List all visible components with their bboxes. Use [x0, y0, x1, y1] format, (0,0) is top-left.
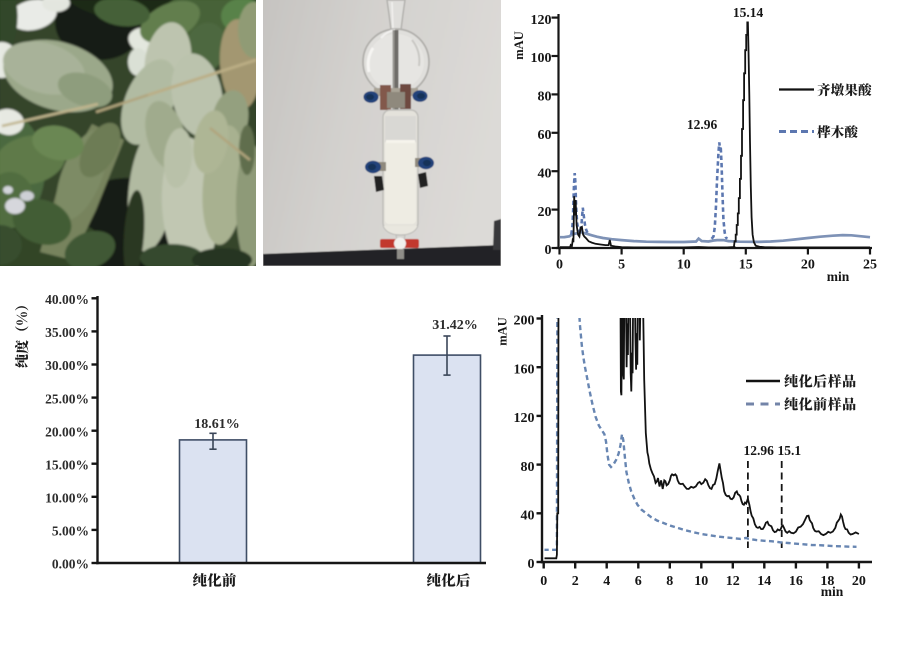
svg-text:12.96: 12.96	[687, 117, 718, 132]
svg-text:12.96: 12.96	[744, 443, 775, 458]
svg-text:120: 120	[531, 13, 552, 28]
svg-text:14: 14	[757, 574, 771, 589]
svg-text:80: 80	[538, 90, 552, 105]
svg-text:10: 10	[694, 574, 708, 589]
svg-text:80: 80	[521, 460, 535, 475]
svg-text:18.61%: 18.61%	[194, 417, 240, 432]
svg-text:0: 0	[528, 557, 535, 572]
svg-text:40.00%: 40.00%	[45, 292, 89, 307]
svg-text:20: 20	[538, 205, 552, 220]
svg-text:0: 0	[540, 574, 547, 589]
svg-text:20: 20	[852, 574, 866, 589]
svg-text:mAU: mAU	[496, 317, 510, 345]
svg-text:35.00%: 35.00%	[45, 325, 89, 340]
svg-text:120: 120	[514, 411, 535, 426]
svg-text:30.00%: 30.00%	[45, 358, 89, 373]
svg-text:20: 20	[801, 258, 815, 273]
svg-text:18: 18	[820, 574, 834, 589]
svg-text:10: 10	[677, 258, 691, 273]
svg-text:20.00%: 20.00%	[45, 424, 89, 439]
svg-text:16: 16	[789, 574, 803, 589]
svg-text:25.00%: 25.00%	[45, 391, 89, 406]
svg-text:40: 40	[538, 166, 552, 181]
svg-text:160: 160	[514, 362, 535, 377]
svg-text:4: 4	[603, 574, 610, 589]
svg-text:5.00%: 5.00%	[52, 524, 89, 539]
svg-text:min: min	[821, 584, 844, 599]
svg-text:15: 15	[739, 258, 753, 273]
svg-text:12: 12	[726, 574, 740, 589]
svg-text:40: 40	[521, 509, 535, 524]
svg-text:min: min	[827, 269, 850, 284]
svg-text:mAU: mAU	[512, 31, 526, 59]
svg-text:5: 5	[618, 258, 625, 273]
svg-text:15.1: 15.1	[778, 443, 802, 458]
svg-text:0.00%: 0.00%	[52, 557, 89, 572]
svg-text:0: 0	[556, 258, 563, 273]
svg-text:8: 8	[666, 574, 673, 589]
svg-text:0: 0	[545, 243, 552, 258]
svg-text:25: 25	[863, 258, 877, 273]
svg-text:10.00%: 10.00%	[45, 491, 89, 506]
svg-text:2: 2	[572, 574, 579, 589]
svg-text:31.42%: 31.42%	[432, 318, 478, 333]
svg-text:200: 200	[514, 314, 535, 329]
svg-text:15.00%: 15.00%	[45, 457, 89, 472]
svg-text:15.14: 15.14	[733, 5, 764, 20]
svg-text:6: 6	[635, 574, 642, 589]
svg-text:100: 100	[531, 51, 552, 66]
svg-text:60: 60	[538, 128, 552, 143]
